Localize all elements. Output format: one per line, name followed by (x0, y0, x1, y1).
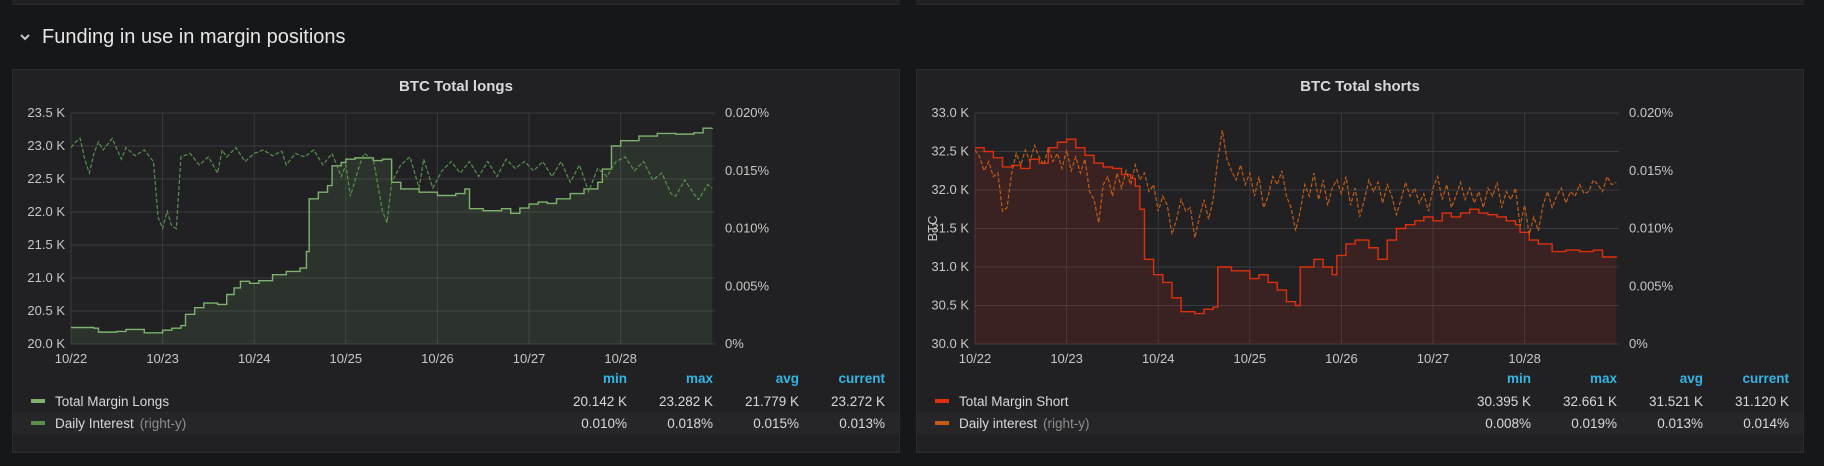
y-tick-label: 30.0 K (931, 336, 969, 351)
axis-note: (right-y) (139, 416, 187, 431)
series-area (975, 139, 1617, 344)
legend-value-avg: 0.013% (1657, 416, 1703, 431)
legend: min max avg current Total Margin Short 3… (917, 368, 1803, 434)
y-tick-label: 31.0 K (931, 259, 969, 274)
legend-header-avg[interactable]: avg (1679, 371, 1703, 386)
legend-item-daily-interest[interactable]: Daily interest (right-y) 0.008% 0.019% 0.… (917, 412, 1803, 434)
y-tick-label: 20.0 K (27, 336, 65, 351)
legend-value-max: 23.282 K (658, 394, 713, 409)
x-tick-label: 10/26 (421, 351, 454, 366)
series-name[interactable]: Total Margin Short (959, 394, 1069, 409)
y2-tick-label: 0.010% (1629, 221, 1674, 236)
legend-value-max: 0.018% (667, 416, 713, 431)
row-header[interactable]: Funding in use in margin positions (18, 24, 346, 50)
legend-header-current[interactable]: current (838, 371, 885, 386)
x-tick-label: 10/28 (604, 351, 637, 366)
legend-header-current[interactable]: current (1742, 371, 1789, 386)
y-tick-label: 22.0 K (27, 204, 65, 219)
legend-value-current: 0.014% (1743, 416, 1789, 431)
y-tick-label: 30.5 K (931, 298, 969, 313)
legend-header-avg[interactable]: avg (775, 371, 799, 386)
panel-btc-total-shorts: BTC Total shorts 30.0 K 30.5 K 31.0 K 31.5 … (916, 69, 1804, 453)
x-tick-label: 10/23 (146, 351, 179, 366)
series-color-swatch[interactable] (31, 399, 45, 403)
legend-value-max: 32.661 K (1562, 394, 1617, 409)
series-name[interactable]: Daily interest (right-y) (959, 416, 1090, 431)
y-tick-label: 23.5 K (27, 105, 65, 120)
legend-item-total-margin-short[interactable]: Total Margin Short 30.395 K 32.661 K 31.… (917, 390, 1803, 412)
legend: min max avg current Total Margin Longs 2… (13, 368, 899, 434)
chevron-down-icon[interactable] (18, 30, 32, 44)
x-tick-label: 10/27 (1417, 351, 1450, 366)
legend-value-min: 20.142 K (572, 394, 627, 409)
y-tick-label: 21.0 K (27, 270, 65, 285)
y2-tick-label: 0% (1629, 336, 1648, 351)
row-title: Funding in use in margin positions (42, 25, 346, 48)
series-line (974, 130, 1617, 238)
legend-value-current: 0.013% (839, 416, 885, 431)
series-line (70, 137, 713, 231)
legend-value-min: 0.010% (581, 416, 627, 431)
legend-header-min[interactable]: min (1506, 371, 1531, 386)
x-tick-label: 10/24 (1142, 351, 1175, 366)
previous-panel-bottom-left (12, 0, 900, 5)
y2-tick-label: 0.005% (725, 278, 770, 293)
panel-title[interactable]: BTC Total longs (399, 78, 513, 95)
y2-tick-label: 0% (725, 336, 744, 351)
legend-value-current: 31.120 K (1734, 394, 1789, 409)
y-tick-label: 23.0 K (27, 138, 65, 153)
x-tick-label: 10/23 (1050, 351, 1083, 366)
x-tick-label: 10/25 (1234, 351, 1267, 366)
legend-header-max[interactable]: max (1589, 371, 1617, 386)
y-tick-label: 31.5 K (931, 221, 969, 236)
y2-tick-label: 0.005% (1629, 278, 1674, 293)
y2-tick-label: 0.015% (1629, 163, 1674, 178)
chart-btc-total-shorts: 30.0 K 30.5 K 31.0 K 31.5 K 32.0 K 32.5 K 33.0… (925, 105, 1674, 366)
panel-title[interactable]: BTC Total shorts (1300, 78, 1420, 95)
legend-header: min max avg current (13, 368, 899, 390)
x-tick-label: 10/25 (330, 351, 363, 366)
legend-value-avg: 31.521 K (1648, 394, 1703, 409)
y-axis-label: BTC (925, 216, 940, 242)
y-tick-label: 20.5 K (27, 303, 65, 318)
legend-header-min[interactable]: min (602, 371, 627, 386)
chart-btc-total-longs: 20.0 K 20.5 K 21.0 K 21.5 K 22.0 K 22.5 K 23.0… (27, 105, 770, 366)
legend-item-total-margin-longs[interactable]: Total Margin Longs 20.142 K 23.282 K 21.… (13, 390, 899, 412)
legend-value-max: 0.019% (1571, 416, 1617, 431)
series-color-swatch[interactable] (31, 421, 45, 425)
legend-value-current: 23.272 K (830, 394, 885, 409)
series-line (71, 127, 713, 334)
x-tick-label: 10/22 (959, 351, 992, 366)
series-name[interactable]: Daily Interest (right-y) (55, 416, 187, 431)
legend-header: min max avg current (917, 368, 1803, 390)
y2-tick-label: 0.010% (725, 221, 770, 236)
series-color-swatch[interactable] (935, 421, 949, 425)
x-tick-label: 10/28 (1508, 351, 1541, 366)
legend-item-daily-interest[interactable]: Daily Interest (right-y) 0.010% 0.018% 0.… (13, 412, 899, 434)
legend-value-min: 0.008% (1485, 416, 1531, 431)
legend-value-avg: 0.015% (753, 416, 799, 431)
panel-btc-total-longs: BTC Total longs 20.0 K 20.5 K 21.0 K 21.5 K… (12, 69, 900, 453)
series-color-swatch[interactable] (935, 399, 949, 403)
series-name[interactable]: Total Margin Longs (55, 394, 170, 409)
series-line (975, 138, 1617, 315)
y2-tick-label: 0.020% (725, 105, 770, 120)
y-tick-label: 32.5 K (931, 144, 969, 159)
legend-value-avg: 21.779 K (744, 394, 799, 409)
y-tick-label: 32.0 K (931, 182, 969, 197)
legend-value-min: 30.395 K (1476, 394, 1531, 409)
previous-panel-bottom-right (916, 0, 1804, 5)
series-area (71, 128, 713, 344)
x-tick-label: 10/24 (238, 351, 271, 366)
y-tick-label: 33.0 K (931, 105, 969, 120)
x-tick-label: 10/27 (513, 351, 546, 366)
y2-tick-label: 0.015% (725, 163, 770, 178)
x-tick-label: 10/26 (1325, 351, 1358, 366)
y2-tick-label: 0.020% (1629, 105, 1674, 120)
y-tick-label: 21.5 K (27, 237, 65, 252)
axis-note: (right-y) (1043, 416, 1090, 431)
x-tick-label: 10/22 (55, 351, 88, 366)
legend-header-max[interactable]: max (685, 371, 713, 386)
y-tick-label: 22.5 K (27, 171, 65, 186)
